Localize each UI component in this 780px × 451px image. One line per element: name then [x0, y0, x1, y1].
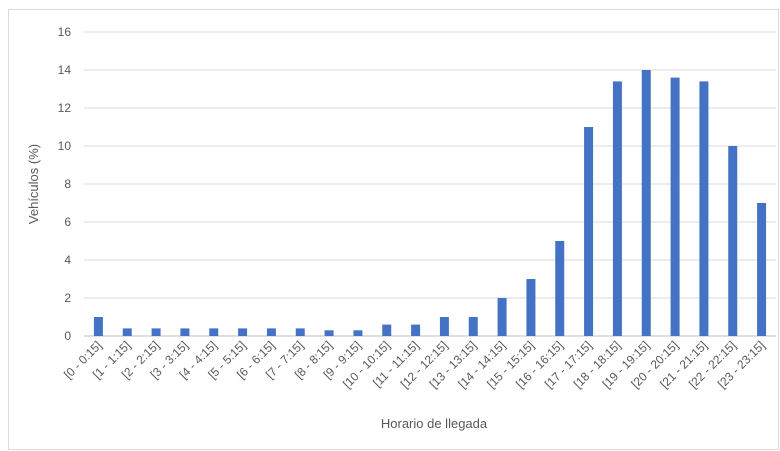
bar — [584, 127, 594, 336]
bar — [382, 324, 392, 336]
bar — [353, 330, 363, 336]
y-axis-title: Vehículos (%) — [26, 144, 41, 224]
bar — [238, 328, 248, 336]
y-tick-label: 16 — [58, 25, 72, 39]
x-axis-title: Horario de llegada — [381, 416, 488, 431]
bar — [180, 328, 190, 336]
gridlines — [84, 31, 776, 337]
bar — [757, 203, 767, 336]
bar — [497, 298, 507, 336]
bar — [439, 317, 449, 336]
bar — [612, 81, 622, 337]
bar — [324, 330, 334, 336]
y-tick-label: 6 — [64, 215, 71, 229]
bar — [295, 328, 305, 336]
bar — [209, 328, 219, 336]
bar — [728, 146, 738, 336]
x-tick-labels: [0 - 0:15][1 - 1:15][2 - 2:15][3 - 3:15]… — [61, 338, 768, 391]
y-tick-labels: 0 2 4 6 8 10 12 14 16 — [58, 25, 72, 343]
bar — [641, 70, 651, 336]
bars — [93, 70, 767, 337]
y-tick-label: 2 — [64, 291, 71, 305]
bar — [266, 328, 276, 336]
y-tick-label: 4 — [64, 253, 71, 267]
y-tick-label: 8 — [64, 177, 71, 191]
bar — [151, 328, 161, 336]
bar — [526, 279, 536, 336]
bar — [122, 328, 132, 336]
bar — [93, 317, 103, 336]
y-tick-label: 12 — [58, 101, 72, 115]
bar — [411, 324, 421, 336]
y-tick-label: 14 — [58, 63, 72, 77]
y-tick-label: 10 — [58, 139, 72, 153]
bar — [555, 241, 565, 336]
y-tick-label: 0 — [64, 329, 71, 343]
bar — [468, 317, 478, 336]
bar — [670, 77, 680, 336]
bar — [699, 81, 709, 337]
